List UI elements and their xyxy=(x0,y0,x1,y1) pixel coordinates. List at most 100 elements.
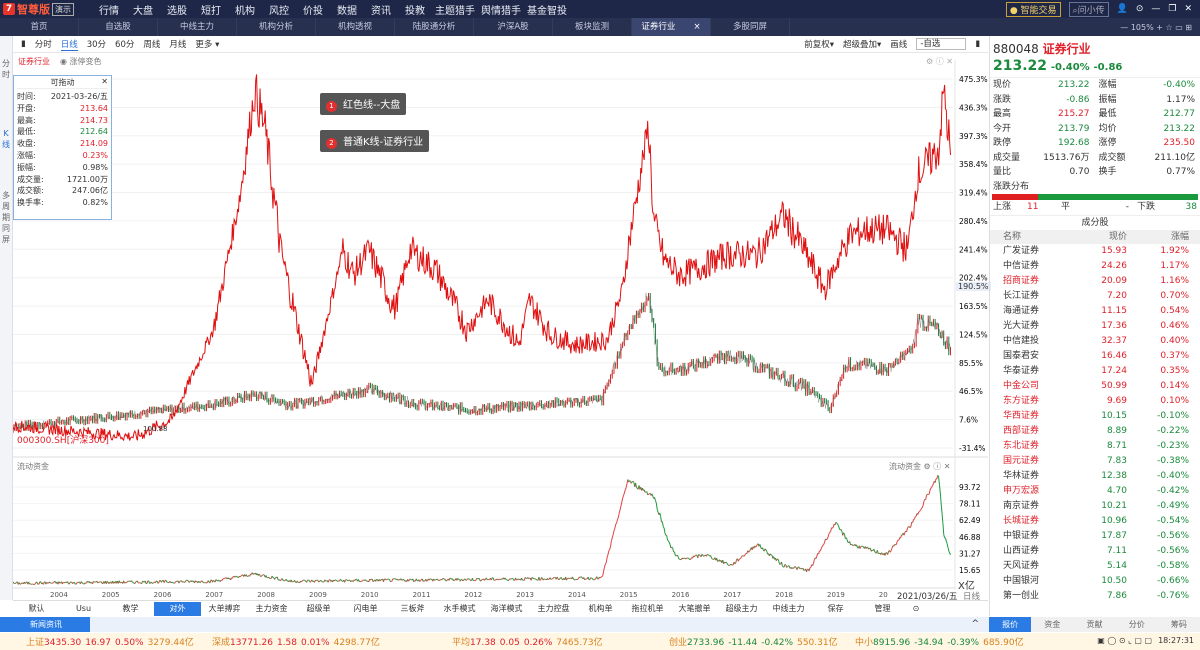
tab-8[interactable]: 证券行业 × xyxy=(632,18,711,36)
close-icon[interactable]: ✕ xyxy=(101,77,108,86)
constituent-row[interactable]: 中金公司 50.99 0.14% xyxy=(1003,381,1189,391)
nav-1[interactable]: 大盘 xyxy=(133,5,153,17)
nav-8[interactable]: 资讯 xyxy=(371,5,391,17)
indicator-tab-12[interactable]: 机构单 xyxy=(588,604,613,613)
quote-tab-2[interactable]: 贡献 xyxy=(1086,620,1103,629)
nav-9[interactable]: 投教 xyxy=(405,5,425,17)
indicator-tab-8[interactable]: 三板斧 xyxy=(400,604,425,613)
limit-color-toggle[interactable]: ◉ 涨停变色 xyxy=(60,56,102,66)
kline-chart[interactable]: 475.3% 436.3% 397.3% 358.4% 319.4% 280.4% 241.… xyxy=(13,60,988,605)
period-5[interactable]: 月线 xyxy=(169,39,187,50)
indicator-tab-17[interactable]: 保存 xyxy=(827,604,844,613)
tab-5[interactable]: 陆股通分析 xyxy=(395,18,474,36)
custom-select[interactable]: -自选 xyxy=(916,38,967,50)
indicator-tab-3[interactable]: 对外 xyxy=(154,601,201,616)
constituent-row[interactable]: 华林证券 12.38 -0.40% xyxy=(1003,471,1189,481)
quote-tab-0[interactable]: 报价 xyxy=(989,617,1032,632)
constituent-row[interactable]: 中银证券 17.87 -0.56% xyxy=(1003,531,1189,541)
constituent-row[interactable]: 东北证券 8.71 -0.23% xyxy=(1003,441,1189,451)
indicator-tab-18[interactable]: 管理 xyxy=(874,604,891,613)
tab-2[interactable]: 中线主力 xyxy=(158,18,237,36)
constituent-row[interactable]: 东方证券 9.69 0.10% xyxy=(1003,396,1189,406)
constituent-row[interactable]: 国元证券 7.83 -0.38% xyxy=(1003,456,1189,466)
constituent-row[interactable]: 招商证券 20.09 1.16% xyxy=(1003,276,1189,286)
ticker-index[interactable]: 创业2733.96 -11.44 -0.42% 550.31亿 xyxy=(669,638,838,648)
constituent-row[interactable]: 天风证券 5.14 -0.58% xyxy=(1003,561,1189,571)
tab-close-icon[interactable]: × xyxy=(693,22,701,32)
overlay-dropdown[interactable]: 超级叠加▾ xyxy=(843,40,882,50)
ticker-index[interactable]: 深成13771.26 1.58 0.01% 4298.77亿 xyxy=(212,638,380,648)
tab-3[interactable]: 机构分析 xyxy=(237,18,316,36)
constituent-row[interactable]: 中信建投 32.37 0.40% xyxy=(1003,336,1189,346)
smart-trade-button[interactable]: ● 智能交易 xyxy=(1005,1,1061,17)
indicator-tab-11[interactable]: 主力控盘 xyxy=(537,604,570,613)
ask-search[interactable]: ⌕问小传 xyxy=(1068,1,1109,17)
period-1[interactable]: 日线 xyxy=(60,39,78,51)
layout-icon[interactable]: ▮ xyxy=(975,39,980,49)
close-icon[interactable]: ✕ xyxy=(1184,4,1192,14)
constituent-row[interactable]: 长城证券 10.96 -0.54% xyxy=(1003,516,1189,526)
constituent-row[interactable]: 中国银河 10.50 -0.66% xyxy=(1003,576,1189,586)
tab-1[interactable]: 自选股 xyxy=(79,18,158,36)
constituent-row[interactable]: 南京证券 10.21 -0.49% xyxy=(1003,501,1189,511)
chart-settings-icons[interactable]: ⚙ ⓘ ✕ xyxy=(926,56,953,66)
view-fenshi[interactable]: 分时 xyxy=(2,59,10,79)
tab-7[interactable]: 板块监测 xyxy=(553,18,632,36)
ticker-index[interactable]: 平均17.38 0.05 0.26% 7465.73亿 xyxy=(452,638,603,648)
indicator-tab-9[interactable]: 水手模式 xyxy=(443,604,476,613)
user-icon[interactable]: 👤 xyxy=(1116,4,1128,14)
indicator-tab-7[interactable]: 闪电单 xyxy=(353,604,378,613)
period-2[interactable]: 30分 xyxy=(86,39,107,50)
nav-6[interactable]: 价投 xyxy=(303,5,323,17)
indicator-tab-10[interactable]: 海洋模式 xyxy=(490,604,523,613)
more-tabs-icon[interactable]: ⊙ xyxy=(912,604,920,613)
settings-icon[interactable]: ⊙ xyxy=(1135,4,1144,14)
nav-10[interactable]: 主题猎手 xyxy=(435,5,475,17)
view-kline[interactable]: K线 xyxy=(2,129,10,149)
adjust-dropdown[interactable]: 前复权▾ xyxy=(804,40,835,50)
constituent-row[interactable]: 广发证券 15.93 1.92% xyxy=(1003,246,1189,256)
restore-icon[interactable]: ❐ xyxy=(1168,4,1177,14)
news-button[interactable]: 新闻资讯 xyxy=(0,617,90,632)
indicator-tab-2[interactable]: 教学 xyxy=(122,604,139,613)
indicator-tab-4[interactable]: 大单搏弈 xyxy=(208,604,241,613)
nav-5[interactable]: 风控 xyxy=(269,5,289,17)
period-6[interactable]: 更多 ▾ xyxy=(195,39,220,50)
ticker-index[interactable]: 中小8915.96 -34.94 -0.39% 685.90亿 xyxy=(855,638,1024,648)
indicator-tab-0[interactable]: 默认 xyxy=(28,604,45,613)
constituent-row[interactable]: 国泰君安 16.46 0.37% xyxy=(1003,351,1189,361)
indicator-tab-5[interactable]: 主力资金 xyxy=(255,604,288,613)
tab-4[interactable]: 机构透视 xyxy=(316,18,395,36)
crosshair-info-box[interactable]: 可拖动 ✕ 时间: 2021-03-26/五 开盘: 213.64 最高: 214.73 最低… xyxy=(13,75,112,220)
tab-9[interactable]: 多股同屏 xyxy=(711,18,790,36)
view-multi-period[interactable]: 多周期同屏 xyxy=(2,191,10,244)
constituent-row[interactable]: 中信证券 24.26 1.17% xyxy=(1003,261,1189,271)
quote-tab-1[interactable]: 资金 xyxy=(1044,620,1061,629)
tab-6[interactable]: 沪深A股 xyxy=(474,18,553,36)
constituent-row[interactable]: 山西证券 7.11 -0.56% xyxy=(1003,546,1189,556)
indicator-tab-6[interactable]: 超级单 xyxy=(306,604,331,613)
period-4[interactable]: 周线 xyxy=(143,39,161,50)
nav-4[interactable]: 机构 xyxy=(235,5,255,17)
constituent-row[interactable]: 华泰证券 17.24 0.35% xyxy=(1003,366,1189,376)
tab-0[interactable]: 首页 xyxy=(0,18,79,36)
constituent-row[interactable]: 海通证券 11.15 0.54% xyxy=(1003,306,1189,316)
indicator-tab-16[interactable]: 中线主力 xyxy=(772,604,805,613)
zoom-control[interactable]: — 105% + ☆ ▭ ⊞ xyxy=(1120,22,1192,32)
nav-11[interactable]: 舆情猎手 xyxy=(481,5,521,17)
status-icons[interactable]: ▣ ◯ ⊙ ⌞ ▢ ▢ xyxy=(1097,636,1153,645)
nav-0[interactable]: 行情 xyxy=(99,5,119,17)
period-3[interactable]: 60分 xyxy=(115,39,135,50)
minimize-icon[interactable]: — xyxy=(1151,4,1161,14)
nav-7[interactable]: 数据 xyxy=(337,5,357,17)
indicator-tab-15[interactable]: 超级主力 xyxy=(725,604,758,613)
nav-2[interactable]: 选股 xyxy=(167,5,187,17)
panel-toggle-icon[interactable]: ▮ xyxy=(21,39,26,49)
constituent-row[interactable]: 长江证券 7.20 0.70% xyxy=(1003,291,1189,301)
ticker-index[interactable]: 上证3435.30 16.97 0.50% 3279.44亿 xyxy=(26,638,194,648)
constituent-row[interactable]: 第一创业 7.86 -0.76% xyxy=(1003,591,1189,601)
constituent-row[interactable]: 华西证券 10.15 -0.10% xyxy=(1003,411,1189,421)
constituent-row[interactable]: 申万宏源 4.70 -0.42% xyxy=(1003,486,1189,496)
indicator-tab-14[interactable]: 大笔撤单 xyxy=(678,604,711,613)
constituent-row[interactable]: 西部证券 8.89 -0.22% xyxy=(1003,426,1189,436)
